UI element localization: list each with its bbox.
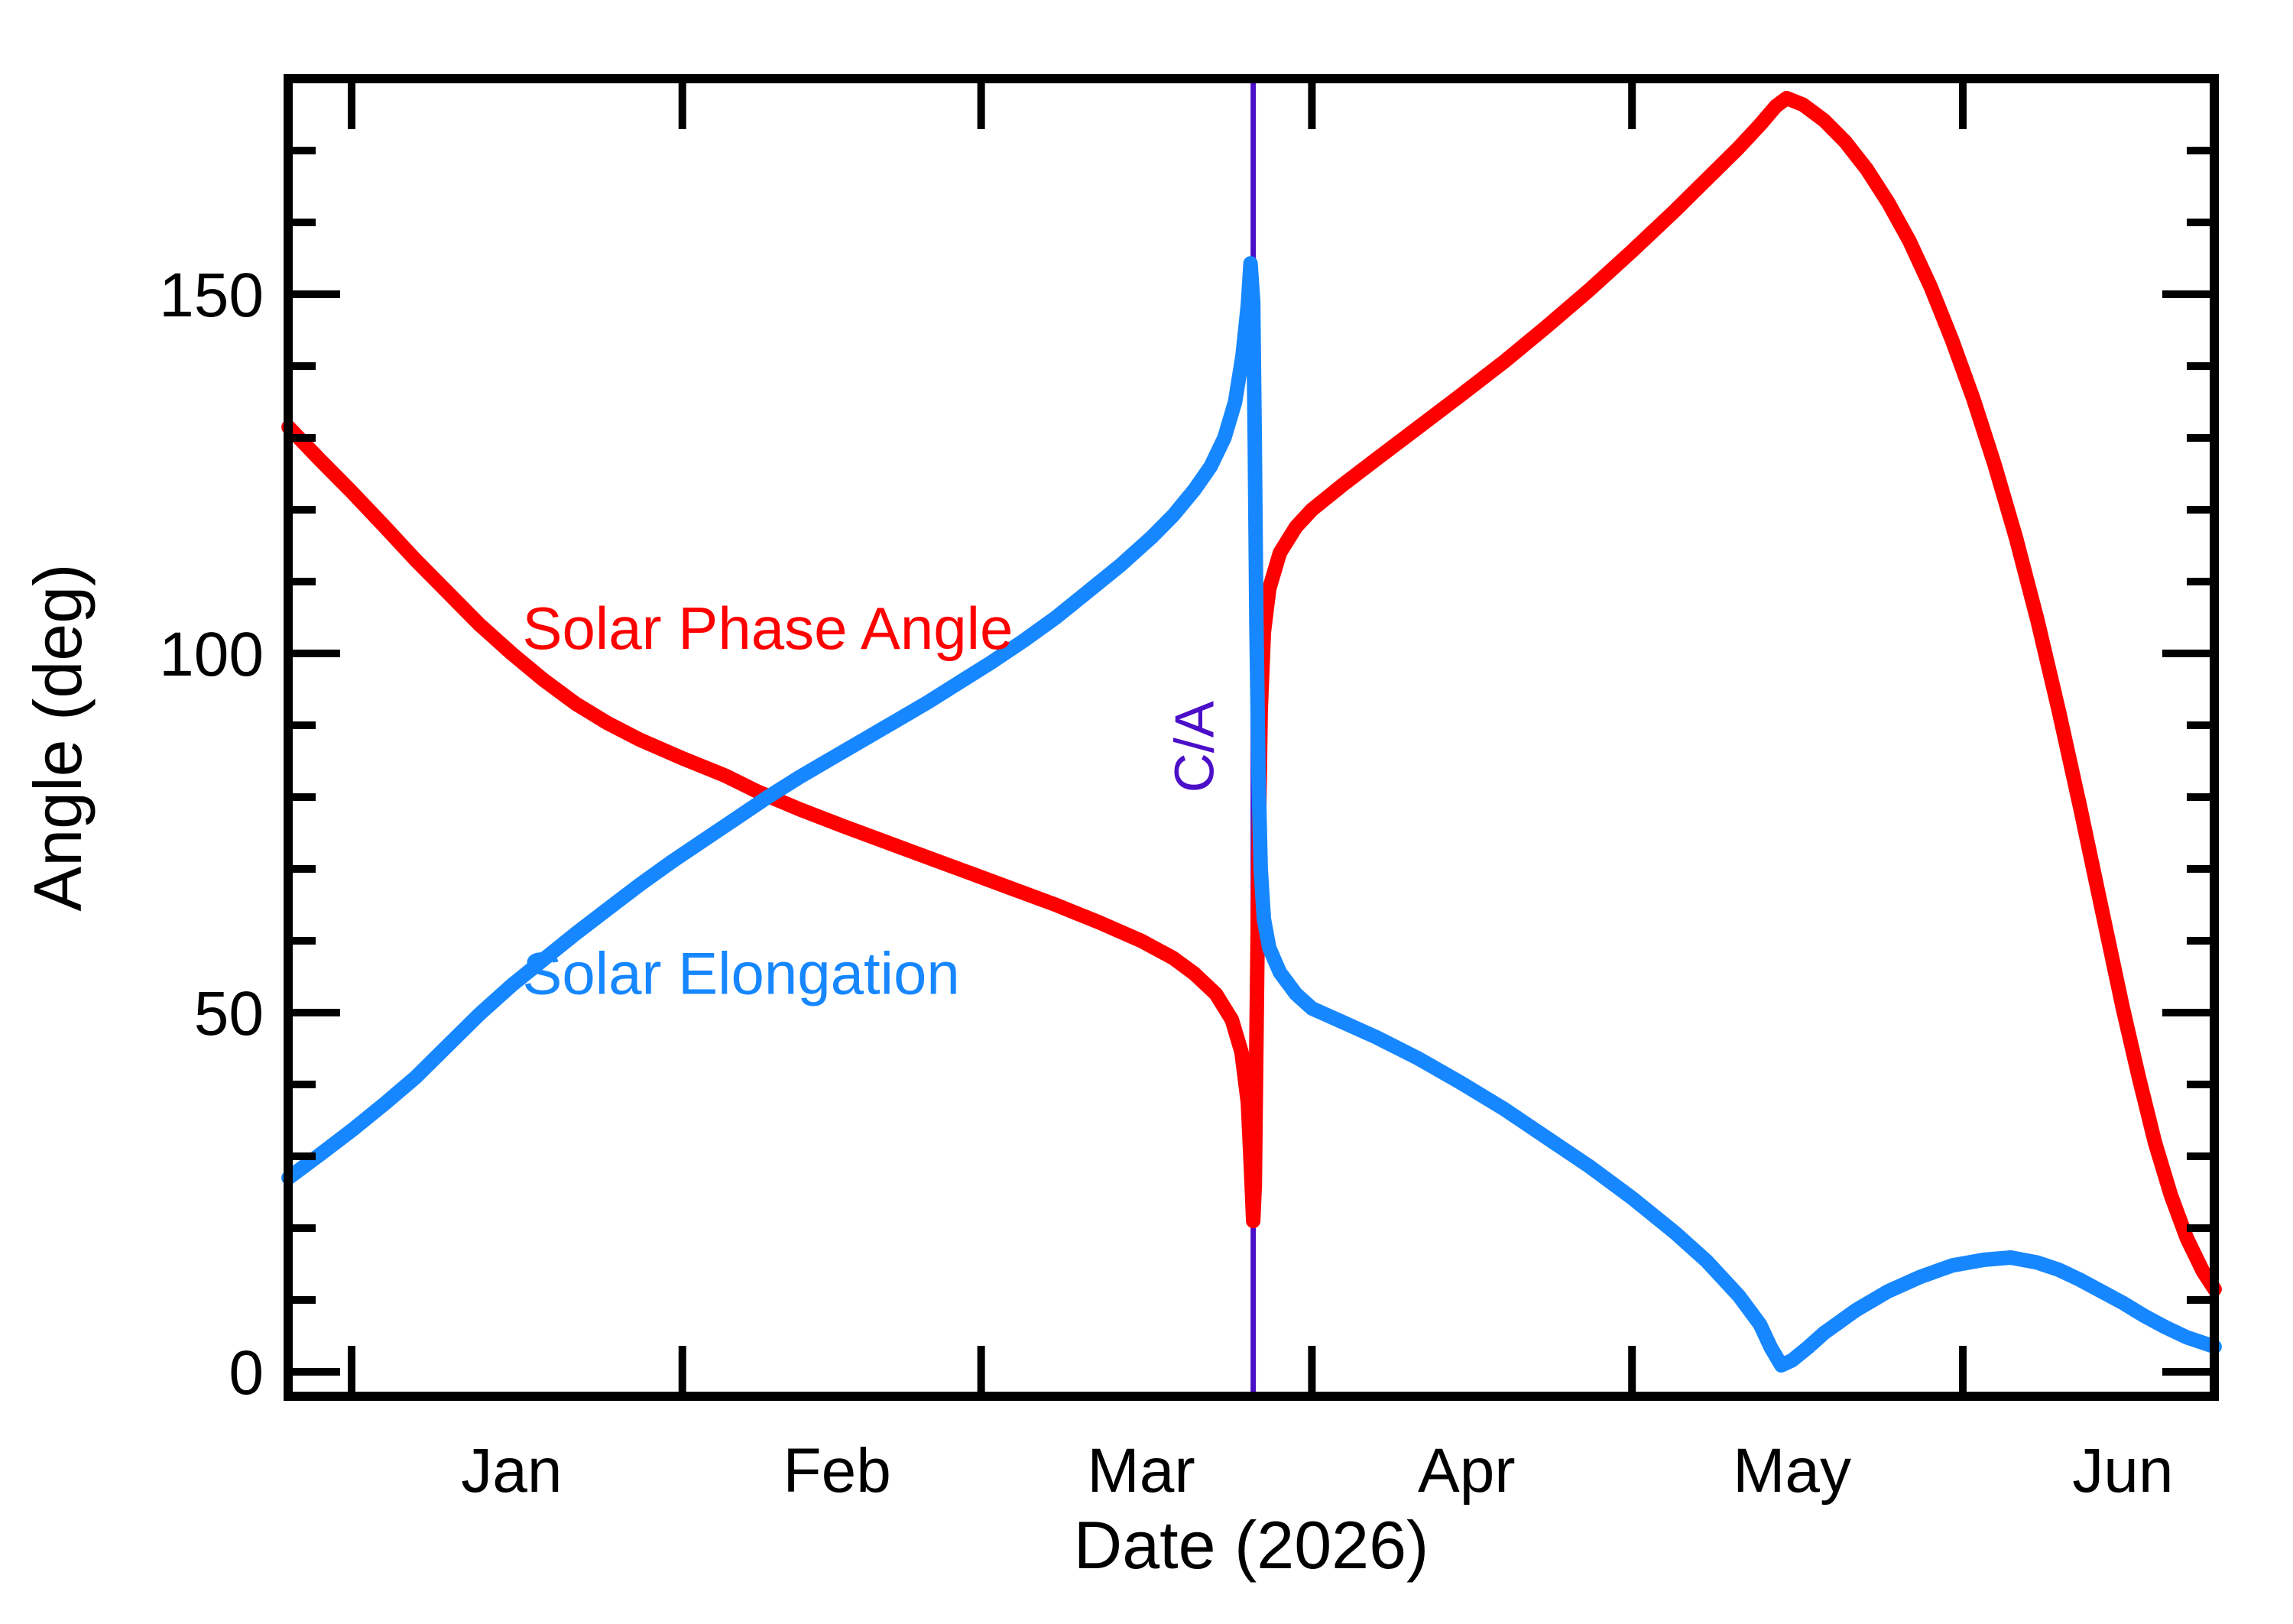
- phase-angle-curve-label: Solar Phase Angle: [523, 595, 1014, 662]
- y-tick-label: 150: [159, 261, 264, 330]
- y-tick-labels: 0 50 100 150: [159, 261, 264, 1408]
- y-tick-label: 50: [194, 979, 264, 1049]
- x-axis-title: Date (2026): [1074, 1507, 1429, 1583]
- x-month-label: Feb: [783, 1436, 891, 1506]
- solar-elongation-curve: [281, 256, 2222, 1373]
- x-axis-ticks: [348, 79, 1967, 1396]
- solar-phase-angle-curve: [281, 90, 2222, 1297]
- y-tick-label: 100: [159, 620, 264, 689]
- x-month-label: Jun: [2072, 1436, 2173, 1506]
- x-month-label: May: [1733, 1436, 1851, 1506]
- y-axis-ticks: [288, 147, 2214, 1376]
- y-tick-label: 0: [229, 1338, 264, 1408]
- elongation-curve-label: Solar Elongation: [522, 939, 959, 1006]
- x-month-labels: Jan Feb Mar Apr May Jun: [461, 1436, 2173, 1506]
- x-month-label: Apr: [1418, 1436, 1516, 1506]
- closest-approach-label: C/A: [1164, 701, 1225, 793]
- y-axis-title: Angle (deg): [20, 564, 96, 912]
- x-month-label: Mar: [1087, 1436, 1195, 1506]
- x-month-label: Jan: [461, 1436, 562, 1506]
- plot-frame: [284, 74, 2219, 1401]
